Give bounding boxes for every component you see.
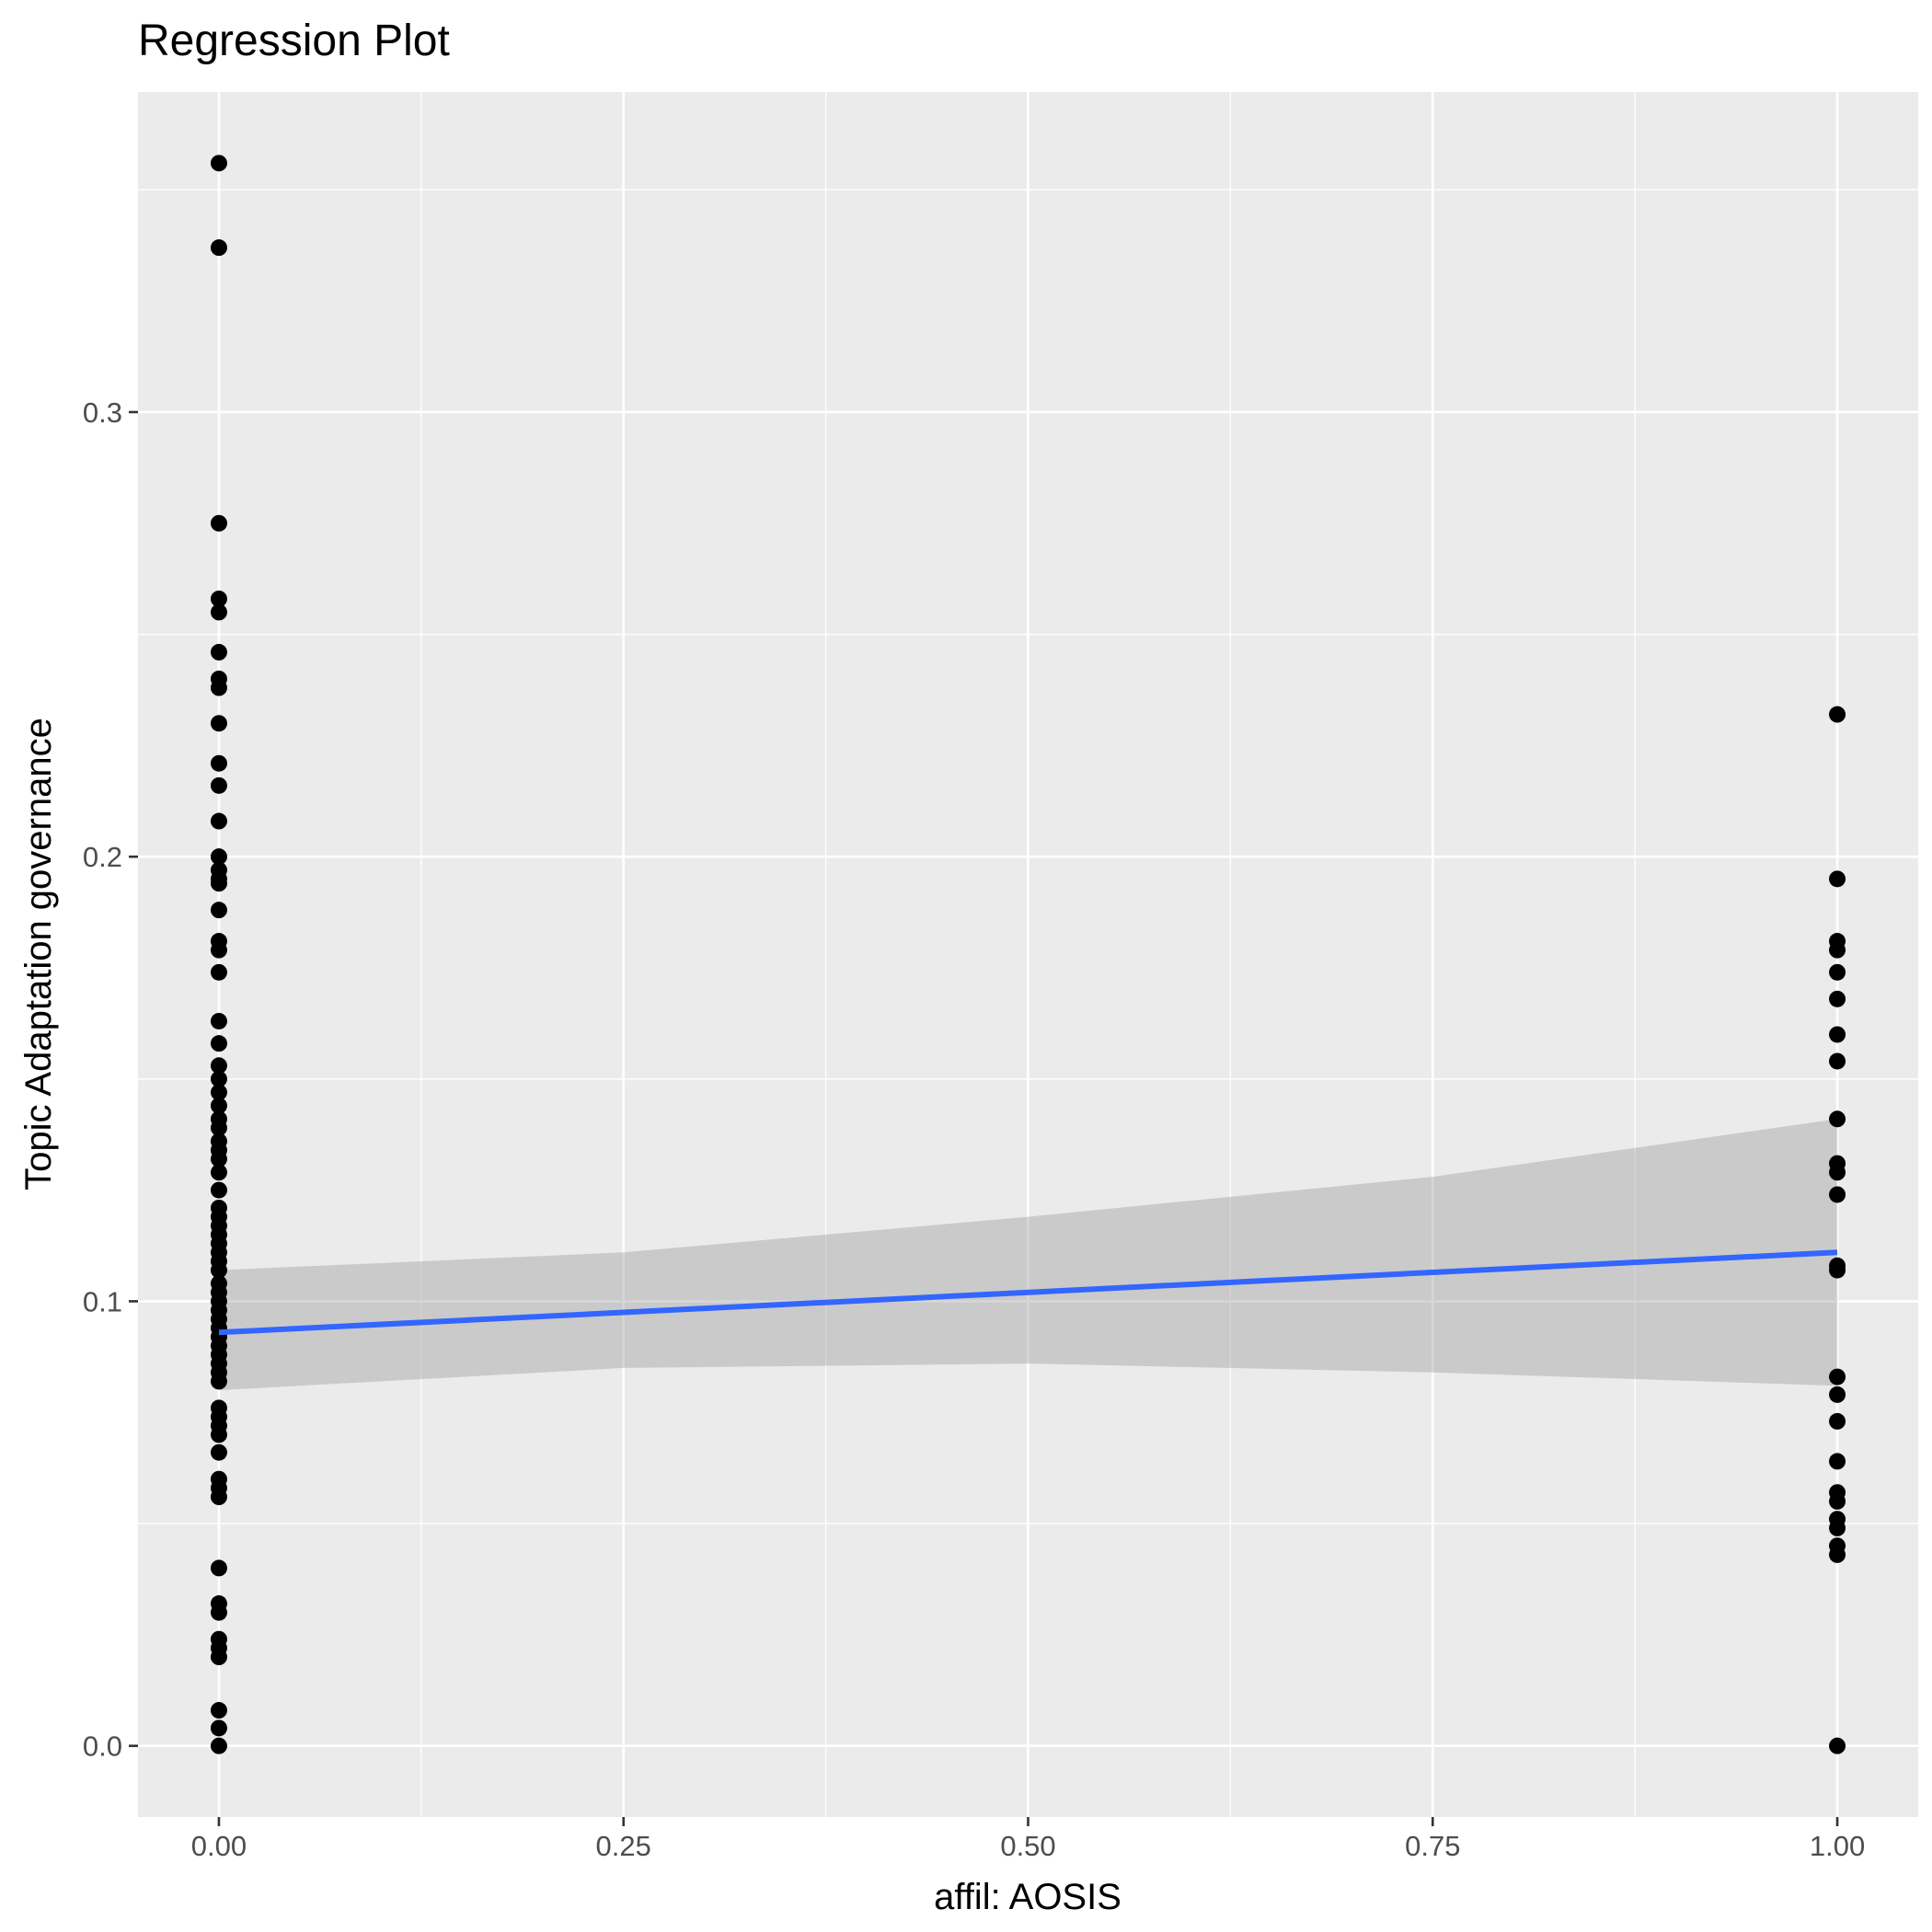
data-point xyxy=(210,1057,227,1075)
x-tick-label: 0.75 xyxy=(1405,1830,1460,1862)
data-point xyxy=(210,1489,227,1506)
regression-line xyxy=(218,1249,1838,1336)
data-point xyxy=(210,1737,227,1754)
data-point xyxy=(1829,870,1846,888)
x-axis: 0.00 0.25 0.50 0.75 1.00 xyxy=(191,1817,1865,1862)
x-tick-label: 0.00 xyxy=(191,1830,247,1862)
data-point xyxy=(210,1012,227,1029)
data-point xyxy=(210,754,227,772)
data-point xyxy=(210,1164,227,1181)
data-point xyxy=(1829,1412,1846,1430)
data-point xyxy=(210,848,227,866)
data-point xyxy=(1829,1519,1846,1536)
data-point xyxy=(1829,1261,1846,1279)
data-point xyxy=(210,875,227,892)
data-point xyxy=(210,941,227,959)
data-point xyxy=(1829,1164,1846,1181)
data-point xyxy=(210,1719,227,1737)
data-point xyxy=(210,1084,227,1101)
data-point xyxy=(210,1261,227,1279)
y-axis-label: Topic Adaptation governance xyxy=(18,718,59,1190)
data-point xyxy=(1829,706,1846,723)
data-point xyxy=(210,590,227,607)
x-axis-label: affil: AOSIS xyxy=(934,1877,1121,1917)
y-tick-label: 0.1 xyxy=(83,1285,122,1317)
data-point xyxy=(210,1097,227,1114)
data-point xyxy=(1829,1492,1846,1510)
x-tick-label: 0.25 xyxy=(596,1830,651,1862)
data-point xyxy=(210,963,227,981)
data-point xyxy=(210,1604,227,1621)
data-point xyxy=(1829,1186,1846,1203)
data-point xyxy=(210,1373,227,1390)
data-points xyxy=(210,155,1846,1754)
x-tick-label: 0.50 xyxy=(1000,1830,1055,1862)
data-point xyxy=(1829,1368,1846,1386)
data-point xyxy=(210,1702,227,1719)
data-point xyxy=(1829,1546,1846,1563)
data-point xyxy=(1829,941,1846,959)
data-point xyxy=(210,1443,227,1461)
major-gridlines xyxy=(138,92,1918,1817)
data-point xyxy=(210,1649,227,1666)
data-point xyxy=(210,1119,227,1136)
x-tick-label: 1.00 xyxy=(1810,1830,1865,1862)
data-point xyxy=(210,643,227,661)
data-point xyxy=(1829,1110,1846,1128)
data-point xyxy=(210,1181,227,1199)
y-tick-label: 0.0 xyxy=(83,1731,122,1763)
data-point xyxy=(210,1426,227,1443)
data-point xyxy=(210,776,227,794)
data-point xyxy=(1829,963,1846,981)
data-point xyxy=(1829,990,1846,1007)
data-point xyxy=(1829,1026,1846,1043)
data-point xyxy=(210,715,227,732)
data-point xyxy=(210,1035,227,1052)
data-point xyxy=(1829,1052,1846,1070)
data-point xyxy=(210,155,227,172)
data-point xyxy=(210,514,227,532)
data-point xyxy=(1829,1737,1846,1754)
data-point xyxy=(210,1070,227,1087)
y-tick-label: 0.2 xyxy=(83,841,122,873)
data-point xyxy=(1829,1386,1846,1403)
data-point xyxy=(210,239,227,257)
data-point xyxy=(210,679,227,696)
data-point xyxy=(210,902,227,919)
data-point xyxy=(1829,1453,1846,1470)
y-axis: 0.0 0.1 0.2 0.3 xyxy=(83,397,138,1763)
y-tick-label: 0.3 xyxy=(83,397,122,429)
data-point xyxy=(210,604,227,621)
data-point xyxy=(210,1559,227,1577)
data-point xyxy=(210,1150,227,1167)
chart-title: Regression Plot xyxy=(138,17,450,65)
confidence-band xyxy=(218,1119,1838,1391)
data-point xyxy=(210,812,227,830)
